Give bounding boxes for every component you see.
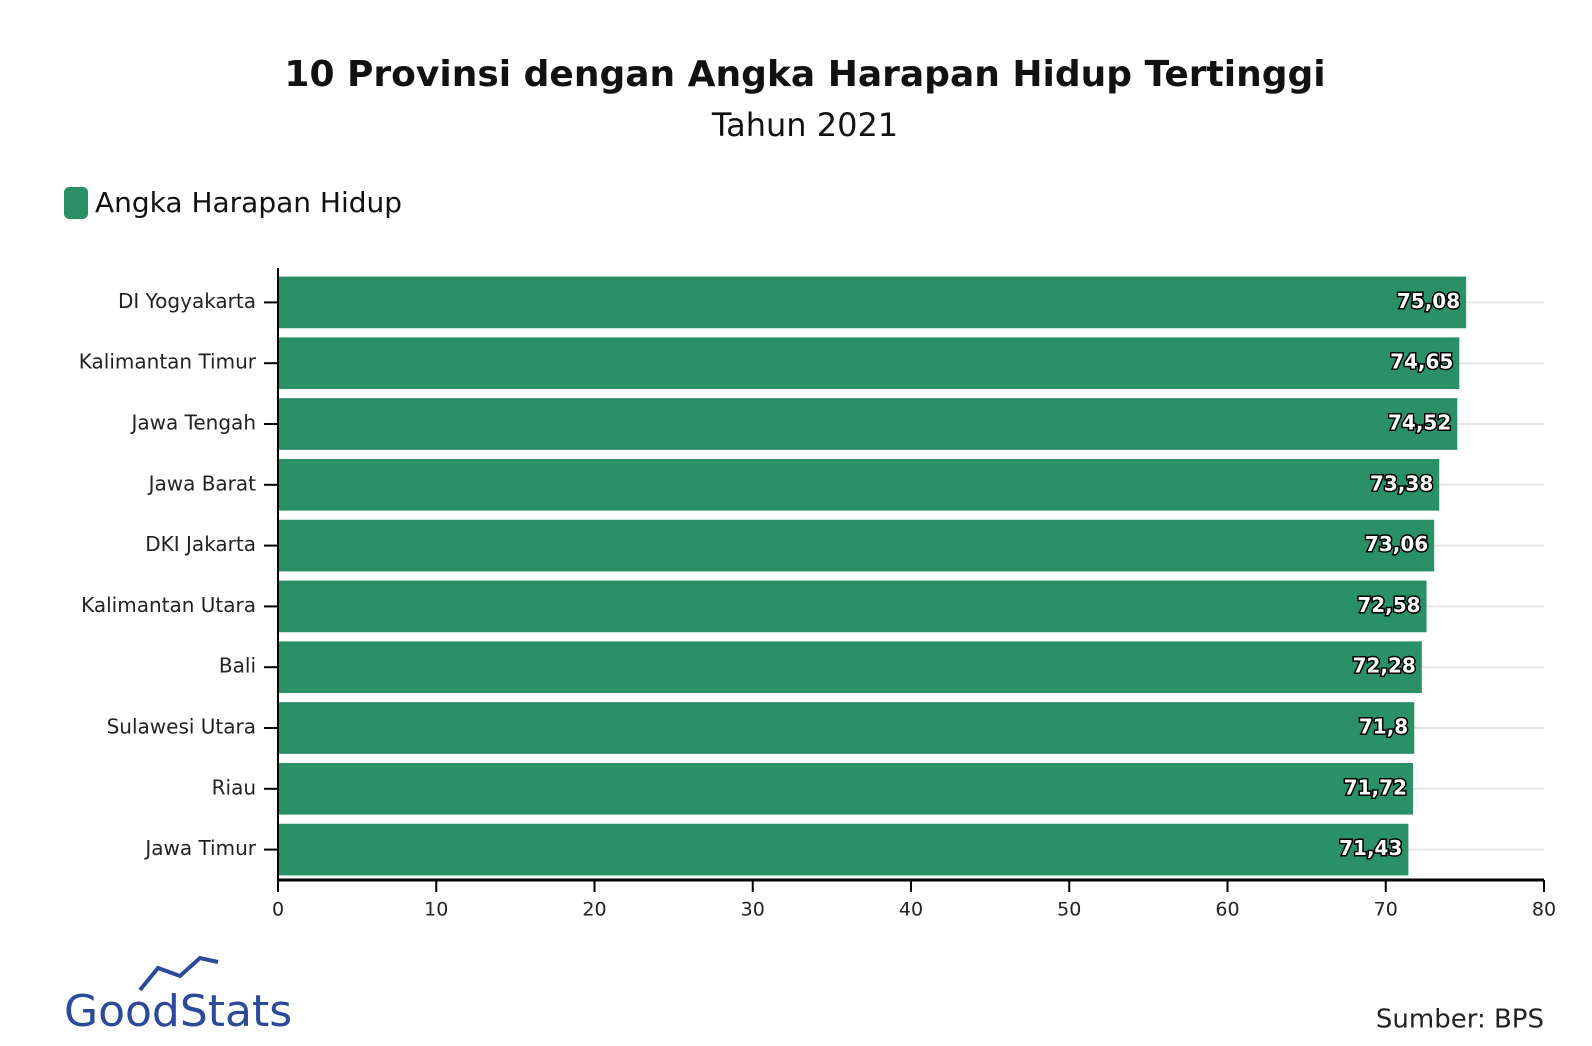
bar: [278, 823, 1409, 876]
bar: [278, 398, 1458, 450]
y-tick-label: Jawa Timur: [143, 836, 256, 860]
value-label: 71,72: [1344, 775, 1407, 799]
bar: [278, 519, 1435, 572]
legend-swatch: [64, 187, 88, 219]
bar: [278, 762, 1413, 815]
y-tick-label: Sulawesi Utara: [107, 715, 256, 739]
value-label: 75,08: [1397, 289, 1460, 313]
x-tick-label: 70: [1374, 899, 1398, 921]
bar: [278, 641, 1422, 694]
source: Sumber: BPS: [1376, 1005, 1544, 1035]
chart-subtitle: Tahun 2021: [711, 106, 898, 144]
y-tick-label: Jawa Tengah: [129, 411, 256, 435]
y-tick-label: Jawa Barat: [147, 471, 257, 495]
x-tick-label: 10: [424, 899, 448, 921]
logo-icon: [138, 955, 219, 992]
logo: GoodStats: [64, 955, 292, 1037]
bar: [278, 276, 1467, 329]
value-label: 71,43: [1339, 836, 1402, 860]
bar: [278, 337, 1460, 390]
value-label: 72,28: [1353, 654, 1416, 678]
legend-label: Angka Harapan Hidup: [95, 186, 402, 219]
plot: 75,08 74,65 74,52 73,38 73,06 72,58 72,28 71,8 7…: [79, 268, 1556, 921]
x-tick-label: 30: [741, 899, 765, 921]
y-tick-label: Kalimantan Timur: [79, 350, 257, 374]
logo-text: GoodStats: [64, 986, 292, 1037]
bar: [278, 580, 1427, 633]
y-tick-label: DI Yogyakarta: [118, 289, 256, 313]
x-tick-label: 50: [1057, 899, 1081, 921]
bar: [278, 458, 1440, 511]
y-tick-label: Riau: [212, 775, 256, 799]
x-tick-label: 0: [272, 899, 284, 921]
value-label: 74,52: [1388, 411, 1451, 435]
x-tick-label: 40: [899, 899, 923, 921]
value-label: 73,06: [1365, 532, 1428, 556]
legend: Angka Harapan Hidup: [64, 186, 402, 219]
x-tick-label: 60: [1215, 899, 1239, 921]
value-label: 74,65: [1390, 350, 1453, 374]
value-label: 73,38: [1370, 471, 1433, 495]
chart-title: 10 Provinsi dengan Angka Harapan Hidup T…: [284, 54, 1325, 95]
value-label: 71,8: [1359, 715, 1408, 739]
bar: [278, 702, 1415, 754]
y-tick-label: Bali: [219, 654, 256, 678]
x-tick-label: 20: [582, 899, 606, 921]
value-label: 72,58: [1357, 593, 1420, 617]
x-tick-label: 80: [1532, 899, 1556, 921]
y-tick-label: DKI Jakarta: [145, 532, 256, 556]
y-tick-label: Kalimantan Utara: [81, 593, 256, 617]
